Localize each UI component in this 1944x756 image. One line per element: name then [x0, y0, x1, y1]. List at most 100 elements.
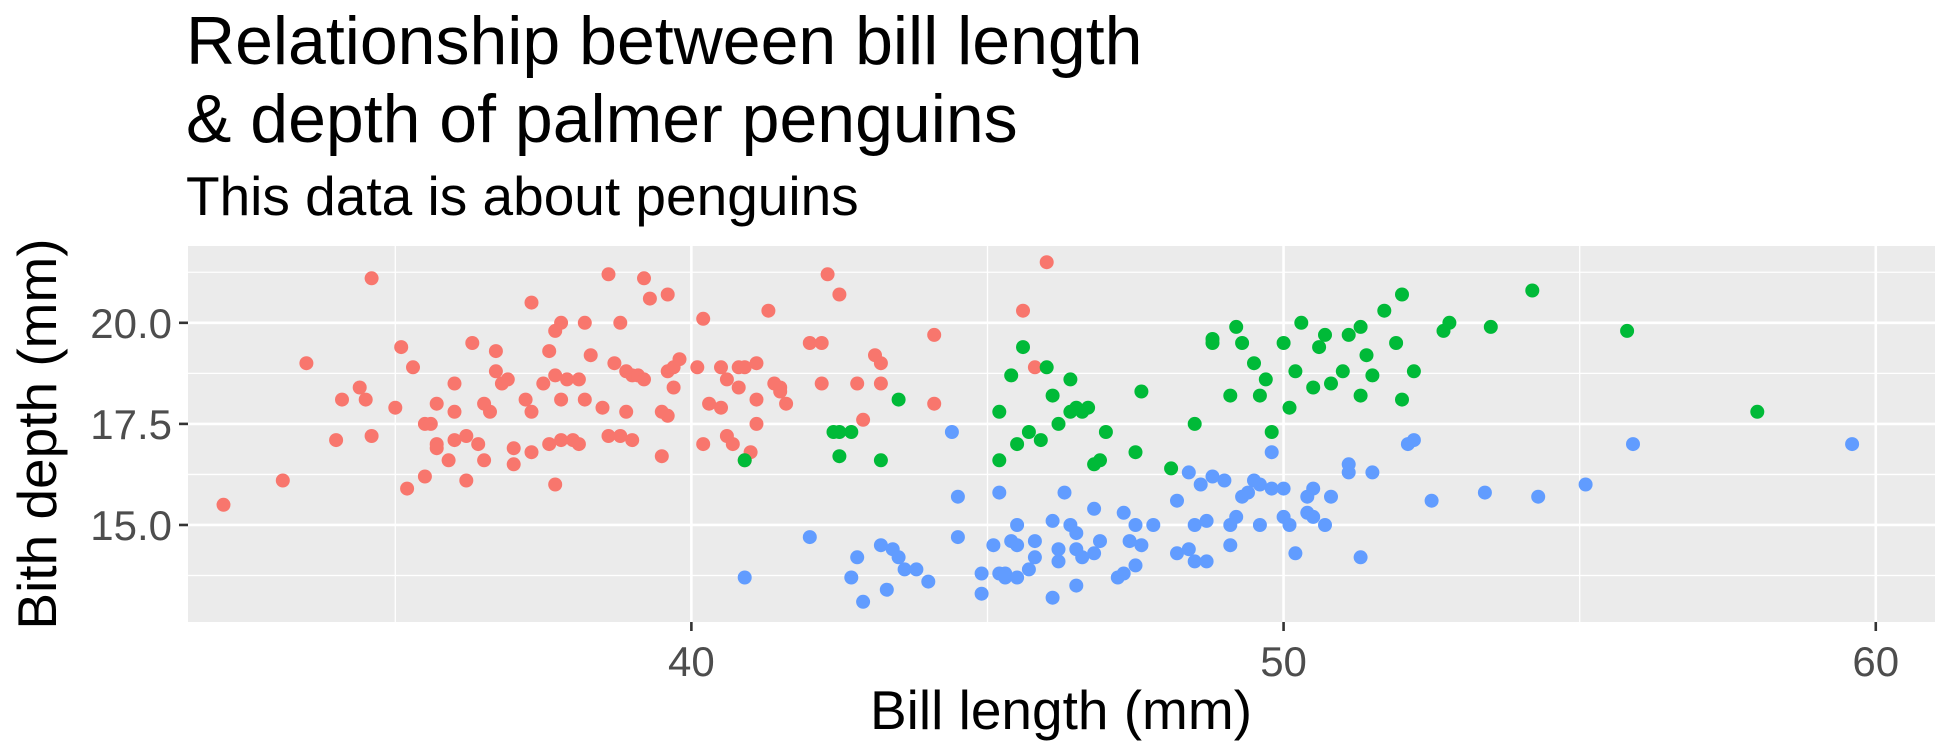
data-point: [601, 267, 616, 282]
data-point: [1128, 518, 1143, 532]
data-point: [1223, 538, 1238, 553]
data-point: [637, 372, 651, 387]
data-point: [536, 376, 551, 391]
data-point: [1229, 509, 1244, 524]
data-point: [856, 594, 871, 609]
data-points: [216, 255, 1860, 609]
data-point: [1116, 566, 1131, 581]
data-point: [1235, 336, 1250, 350]
data-point: [554, 315, 569, 330]
data-point: [447, 376, 462, 391]
data-point: [1341, 457, 1356, 472]
data-point: [1306, 509, 1321, 524]
data-point: [998, 566, 1013, 581]
data-point: [856, 412, 871, 427]
data-point: [737, 453, 752, 468]
data-point: [1406, 364, 1421, 379]
data-point: [1199, 554, 1214, 569]
x-axis-title: Bill length (mm): [870, 679, 1252, 741]
data-point: [506, 441, 521, 456]
data-point: [850, 376, 865, 391]
data-point: [1027, 360, 1042, 375]
data-point: [879, 582, 894, 597]
data-point: [554, 433, 569, 448]
data-point: [1045, 388, 1060, 403]
data-point: [1377, 303, 1392, 318]
data-point: [719, 372, 734, 387]
data-point: [1312, 340, 1327, 355]
data-point: [1395, 392, 1409, 407]
data-point: [927, 327, 942, 342]
data-point: [725, 437, 740, 452]
data-point: [1170, 546, 1184, 561]
data-point: [761, 303, 776, 318]
data-point: [595, 400, 610, 415]
data-point: [1187, 554, 1202, 569]
data-point: [577, 315, 592, 330]
data-point: [696, 311, 711, 326]
chart-title: Relationship between bill length & depth…: [186, 3, 1143, 157]
data-point: [1205, 336, 1220, 350]
data-point: [394, 340, 409, 355]
data-point: [447, 404, 462, 419]
data-point: [1223, 388, 1238, 403]
data-point: [619, 404, 634, 419]
data-point: [1252, 518, 1267, 532]
data-point: [1063, 372, 1078, 387]
data-point: [1365, 465, 1380, 480]
data-point: [832, 425, 847, 439]
data-point: [524, 445, 539, 460]
data-point: [364, 429, 379, 443]
data-point: [891, 392, 906, 407]
data-point: [1365, 368, 1380, 383]
x-tick-label: 40: [668, 638, 715, 685]
data-point: [518, 392, 533, 407]
data-point: [702, 396, 717, 411]
data-point: [488, 364, 503, 379]
data-point: [1318, 518, 1332, 532]
data-point: [1229, 319, 1244, 334]
data-point: [1187, 416, 1202, 431]
x-tick-label: 50: [1260, 638, 1307, 685]
data-point: [714, 400, 728, 415]
data-point: [731, 380, 746, 395]
minor-gridlines: [188, 246, 1935, 622]
data-point: [974, 586, 989, 601]
data-point: [548, 368, 563, 383]
data-point: [542, 344, 557, 359]
data-point: [992, 453, 1007, 468]
data-point: [1033, 433, 1048, 448]
data-point: [1039, 360, 1054, 375]
data-point: [737, 570, 752, 585]
data-point: [554, 392, 569, 407]
data-point: [814, 336, 829, 350]
data-point: [1217, 473, 1232, 488]
data-point: [1294, 315, 1309, 330]
data-point: [1578, 477, 1593, 492]
data-point: [1057, 485, 1072, 500]
data-point: [335, 392, 349, 407]
data-point: [1406, 433, 1421, 448]
data-point: [660, 408, 675, 423]
y-axis-title: Bith depth (mm): [6, 238, 68, 629]
data-point: [873, 453, 888, 468]
data-point: [1087, 546, 1102, 561]
data-point: [986, 538, 1001, 553]
data-point: [1093, 534, 1107, 549]
data-point: [1306, 481, 1321, 496]
data-point: [1288, 364, 1303, 379]
data-point: [571, 372, 586, 387]
data-point: [714, 360, 728, 375]
data-point: [625, 433, 640, 448]
data-point: [1247, 356, 1261, 371]
data-point: [927, 396, 942, 411]
data-point: [465, 336, 480, 350]
data-point: [1353, 319, 1368, 334]
data-point: [1075, 550, 1090, 565]
data-point: [1264, 445, 1279, 460]
data-point: [364, 271, 379, 286]
data-point: [802, 336, 817, 350]
data-point: [921, 574, 936, 589]
data-point: [1620, 323, 1635, 338]
data-point: [1051, 554, 1066, 569]
